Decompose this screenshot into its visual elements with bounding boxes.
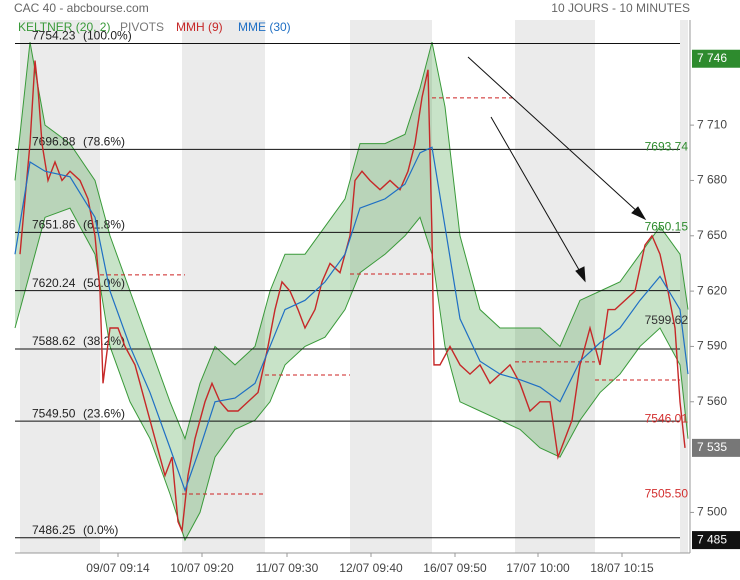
x-tick-label: 17/07 10:00 [506,561,570,575]
fib-value: 7549.50 [32,406,76,420]
fib-pct: (38.2%) [83,334,125,348]
fib-pct: (0.0%) [83,523,118,537]
fib-value: 7754.23 [32,29,76,43]
y-tick-label: 7 680 [697,173,727,187]
price-box-label: 7 485 [697,532,727,546]
fib-value: 7696.88 [32,134,76,148]
price-label: 7650.15 [645,220,689,234]
y-tick-label: 7 620 [697,283,727,297]
x-tick-label: 11/07 09:30 [256,561,319,575]
day-shading [20,20,688,553]
price-box [692,438,740,457]
fib-pct: (78.6%) [83,134,125,148]
arrows [467,56,647,283]
keltner-upper [14,42,689,441]
legend-item: MME (30) [238,20,291,34]
fib-value: 7486.25 [32,523,76,537]
price-label: 7599.62 [645,313,689,327]
x-tick-label: 16/07 09:50 [423,561,487,575]
fib-value: 7620.24 [32,276,76,290]
header-title: CAC 40 - abcbourse.com [14,1,149,15]
legend-item: KELTNER (20, 2) [18,20,110,34]
price-box [692,49,740,68]
y-tick-label: 7 650 [697,228,727,242]
price-label: 7693.74 [645,139,689,153]
price-box-label: 7 535 [697,440,727,454]
fib-pct: (23.6%) [83,406,125,420]
y-tick-label: 7 710 [697,117,727,131]
price-label: 7546.01 [645,412,689,426]
x-tick-label: 09/07 09:14 [86,561,150,575]
fib-value: 7651.86 [32,218,76,232]
fib-pct: (61.8%) [83,218,125,232]
x-tick-label: 12/07 09:40 [339,561,403,575]
price-label: 7505.50 [645,486,689,500]
y-tick-label: 7 500 [697,505,727,519]
legend-item: PIVOTS [120,20,164,34]
x-tick-label: 10/07 09:20 [170,561,234,575]
price-box [692,531,740,550]
y-tick-label: 7 590 [697,339,727,353]
header-period: 10 JOURS - 10 MINUTES [551,1,690,15]
price-box-label: 7 746 [697,51,727,65]
y-tick-label: 7 560 [697,394,727,408]
fib-value: 7588.62 [32,334,76,348]
series-line [14,146,689,493]
fib-pct: (50.0%) [83,276,125,290]
legend-item: MMH (9) [176,20,223,34]
fib-pct: (100.0%) [83,29,132,43]
x-tick-label: 18/07 10:15 [590,561,654,575]
